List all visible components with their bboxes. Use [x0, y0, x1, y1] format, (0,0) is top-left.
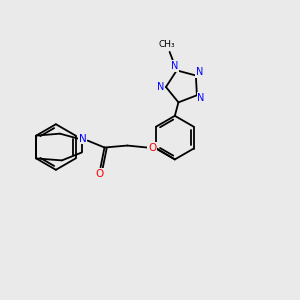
Text: N: N — [197, 93, 205, 103]
Text: N: N — [79, 134, 87, 144]
Text: N: N — [171, 61, 178, 71]
Text: N: N — [157, 82, 165, 92]
Text: O: O — [148, 142, 156, 152]
Text: CH₃: CH₃ — [158, 40, 175, 49]
Text: N: N — [196, 68, 203, 77]
Text: O: O — [95, 169, 104, 179]
